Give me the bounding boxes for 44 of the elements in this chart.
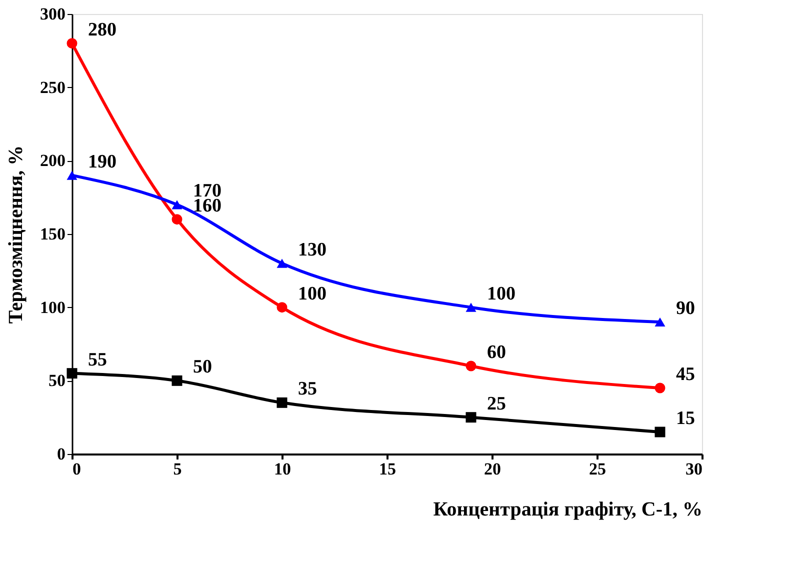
y-tick-label: 300	[40, 4, 66, 24]
y-tick-label: 250	[40, 78, 66, 97]
y-tick-label: 0	[57, 444, 66, 464]
data-label: 100	[487, 283, 516, 304]
data-label: 50	[193, 356, 212, 378]
data-label: 60	[487, 342, 506, 363]
x-axis-title: Концентрація графіту, С-1, %	[433, 498, 702, 520]
y-tick-label: 150	[40, 224, 66, 244]
point	[172, 214, 182, 225]
point	[66, 38, 78, 49]
point	[276, 397, 288, 408]
x-tick-label: 20	[484, 460, 501, 478]
point	[466, 360, 476, 372]
y-tick-label: 200	[40, 151, 66, 170]
x-tick-label: 30	[686, 460, 702, 478]
y-axis-title: Термозміцнення, %	[5, 145, 27, 324]
point	[276, 302, 288, 313]
point	[466, 412, 476, 423]
point	[654, 317, 666, 327]
point	[654, 382, 666, 394]
x-tick-label: 25	[589, 460, 606, 478]
point	[466, 302, 476, 312]
x-tick-label: 0	[72, 460, 81, 478]
data-label: 45	[676, 364, 695, 385]
y-tick-label: 100	[40, 298, 66, 317]
y-tick-label: 50	[48, 371, 66, 390]
x-tick-label: 10	[274, 460, 291, 478]
data-label: 55	[88, 349, 107, 370]
point	[66, 368, 78, 379]
point	[66, 170, 78, 180]
data-label: 90	[676, 298, 695, 319]
x-tick-label: 5	[173, 460, 182, 478]
data-label: 35	[298, 378, 317, 400]
point	[276, 258, 288, 268]
data-label: 15	[676, 408, 695, 429]
data-label: 25	[487, 393, 506, 414]
point	[172, 375, 182, 386]
x-tick-label: 15	[379, 460, 396, 478]
point	[172, 200, 182, 210]
point	[654, 426, 666, 438]
data-label: 280	[88, 19, 116, 40]
data-label: 100	[298, 283, 326, 304]
data-label: 130	[298, 239, 326, 260]
data-label: 190	[88, 151, 116, 172]
